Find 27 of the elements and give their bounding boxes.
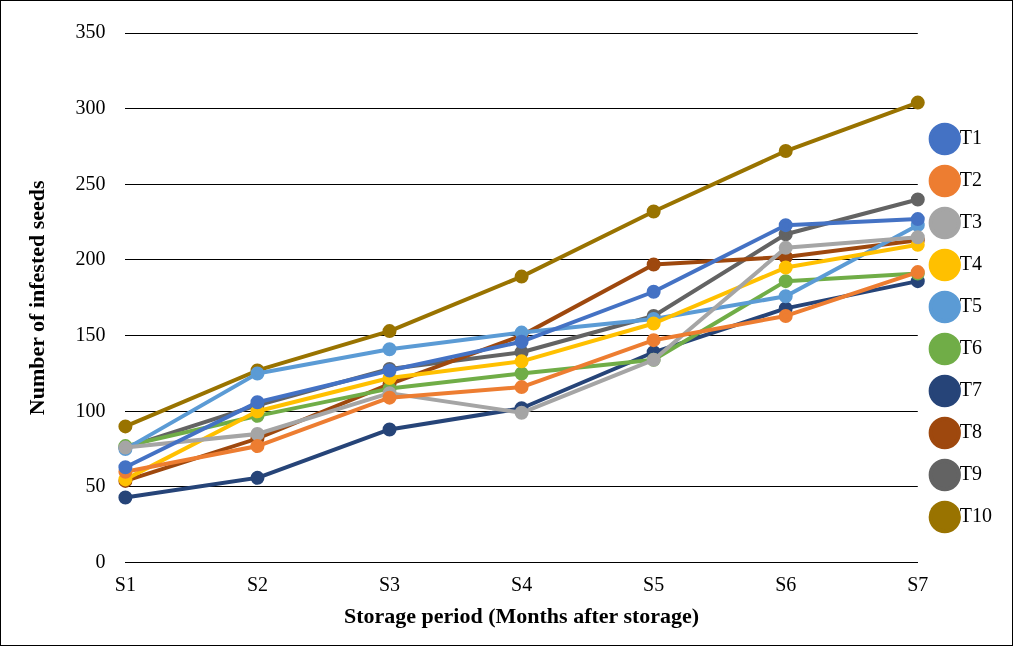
y-tick-label: 200 [75,247,106,270]
y-axis-title: Number of infested seeds [23,179,49,416]
x-tick-label: S7 [907,572,929,595]
x-tick-label: S4 [511,572,533,595]
legend-label: T1 [959,126,982,149]
legend-label: T8 [959,420,982,443]
legend-label: T4 [959,252,982,275]
y-tick-label: 250 [75,171,106,194]
x-tick-label: S3 [378,572,401,595]
x-tick-label: S2 [246,572,269,595]
x-axis-title: Storage period (Months after storage) [344,603,700,629]
y-tick-label: 300 [75,95,106,118]
legend-label: T10 [959,504,992,527]
legend-label: T7 [959,378,982,401]
x-tick-label: S5 [643,572,665,595]
y-tick-label: 0 [95,549,106,572]
y-tick-label: 100 [75,398,106,421]
x-tick-label: S6 [775,572,797,595]
legend-label: T3 [959,210,982,233]
x-tick-label: S1 [114,572,136,595]
y-tick-label: 150 [75,322,106,345]
legend-label: T2 [959,168,982,191]
y-tick-label: 50 [85,474,106,497]
legend-label: T6 [959,336,982,359]
legend-label: T5 [959,294,982,317]
legend-label: T9 [959,462,982,485]
y-tick-label: 350 [75,20,106,43]
